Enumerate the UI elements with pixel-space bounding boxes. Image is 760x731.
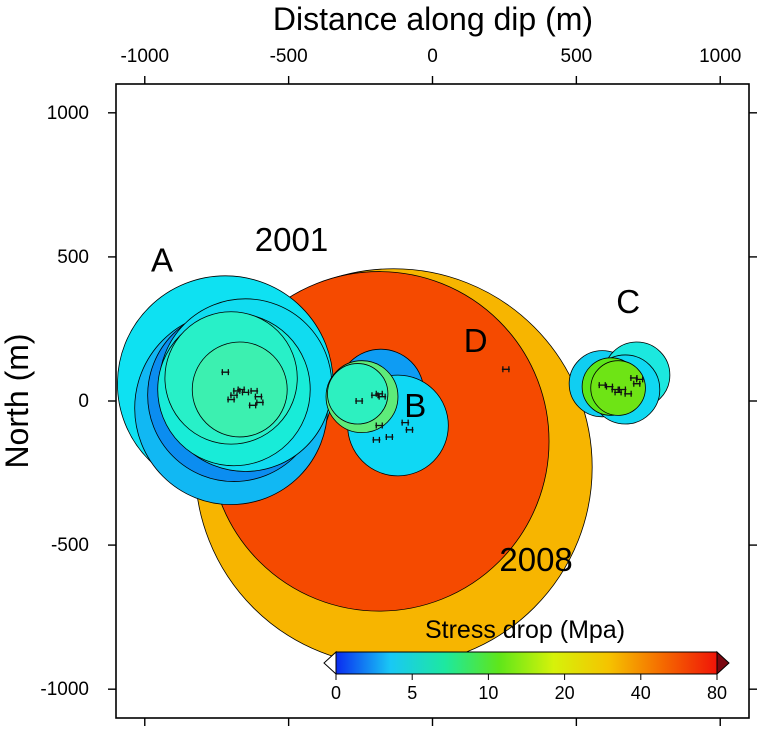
colorbar-tick-label: 0 [331,683,341,703]
x-tick-label: 0 [427,46,438,67]
axis-ticks [108,76,757,726]
cluster-labels-layer: A 2001 D B C 2008 [151,221,640,578]
x-tick-label: -500 [270,46,308,67]
y-tick-label: 500 [57,247,89,268]
colorbar-scale [335,651,718,675]
hypocenter-marker [501,366,510,373]
hypocenter-marker [241,389,250,396]
y-tick-label: -500 [51,535,89,556]
hypocenter-marker [370,392,379,399]
hypocenter-marker [635,376,644,383]
cluster-label: B [404,387,426,424]
colorbar-tick-label: 5 [407,683,417,703]
hypocenter-marker [254,393,263,400]
y-axis-title: North (m) [0,333,35,468]
hypocenter-marker [237,386,246,393]
cluster-label: 2008 [499,541,572,578]
source-circles-layer [117,268,671,667]
colorbar-title: Stress drop (Mpa) [425,616,625,644]
y-tick-label: -1000 [40,679,89,700]
y-tick-labels: 1000 500 0 -500 -1000 [40,103,89,700]
hypocenter-marker [255,399,264,406]
colorbar-ticks: 0 5 10 20 40 80 [331,674,727,703]
hypocenter-marker [385,434,394,441]
cluster-label: A [151,241,173,278]
hypocenter-marker [248,402,257,409]
hypocenter-marker [401,419,410,426]
y-tick-label: 0 [78,391,89,412]
hypocenter-marker [375,422,384,429]
hypocenter-marker [250,387,259,394]
hypocenter-marker [229,392,238,399]
hypocenter-marker [598,382,607,389]
colorbar-extend-low [323,650,337,676]
colorbar: Stress drop (Mpa) 0 5 10 20 40 80 [323,616,730,703]
x-tick-label: -1000 [120,46,169,67]
cluster-label: C [616,283,640,320]
hypocenter-marker [405,426,414,433]
hypocenters-layer [221,366,644,443]
hypocenter-marker [221,369,230,376]
colorbar-tick-label: 10 [478,683,498,703]
cluster-label: D [464,322,488,359]
hypocenter-marker [624,390,633,397]
source-circle-b [327,363,389,425]
x-tick-labels: -1000 -500 0 500 1000 [120,46,741,67]
y-tick-label: 1000 [47,103,89,124]
hypocenter-marker [372,436,381,443]
cluster-label: 2001 [255,221,328,258]
hypocenter-marker [355,398,364,404]
colorbar-extend-high [716,650,730,676]
hypocenter-marker [632,380,641,387]
colorbar-tick-label: 40 [631,683,651,703]
hypocenter-marker [614,389,623,396]
colorbar-tick-label: 20 [555,683,575,703]
x-tick-label: 1000 [699,46,741,67]
hypocenter-marker [227,396,236,403]
colorbar-tick-label: 80 [707,683,727,703]
x-tick-label: 500 [561,46,593,67]
x-axis-title: Distance along dip (m) [273,1,593,37]
